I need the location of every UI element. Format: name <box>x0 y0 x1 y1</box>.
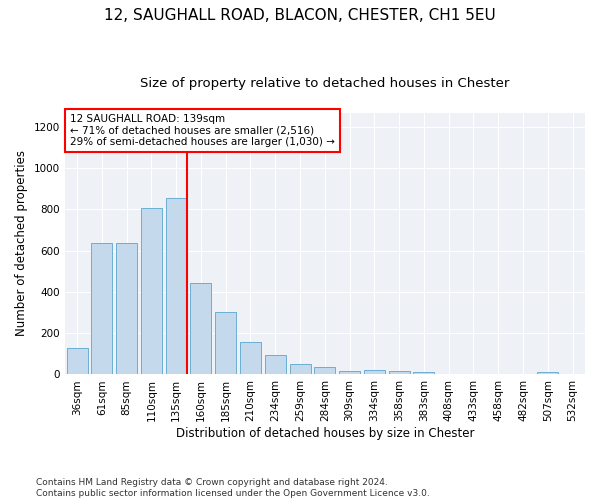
Bar <box>265 355 286 374</box>
Text: 12, SAUGHALL ROAD, BLACON, CHESTER, CH1 5EU: 12, SAUGHALL ROAD, BLACON, CHESTER, CH1 … <box>104 8 496 22</box>
Bar <box>190 282 211 374</box>
Text: Contains HM Land Registry data © Crown copyright and database right 2024.
Contai: Contains HM Land Registry data © Crown c… <box>36 478 430 498</box>
Text: 12 SAUGHALL ROAD: 139sqm
← 71% of detached houses are smaller (2,516)
29% of sem: 12 SAUGHALL ROAD: 139sqm ← 71% of detach… <box>70 114 335 147</box>
Title: Size of property relative to detached houses in Chester: Size of property relative to detached ho… <box>140 78 509 90</box>
Bar <box>91 244 112 374</box>
Bar <box>215 312 236 374</box>
Y-axis label: Number of detached properties: Number of detached properties <box>15 150 28 336</box>
Bar <box>141 208 162 374</box>
Bar <box>314 366 335 374</box>
Bar <box>290 364 311 374</box>
Bar <box>339 372 360 374</box>
Bar <box>240 342 261 374</box>
Bar <box>67 348 88 374</box>
Bar <box>413 372 434 374</box>
Bar <box>364 370 385 374</box>
Bar <box>116 244 137 374</box>
Bar <box>389 370 410 374</box>
Bar <box>538 372 559 374</box>
X-axis label: Distribution of detached houses by size in Chester: Distribution of detached houses by size … <box>176 427 474 440</box>
Bar <box>166 198 187 374</box>
